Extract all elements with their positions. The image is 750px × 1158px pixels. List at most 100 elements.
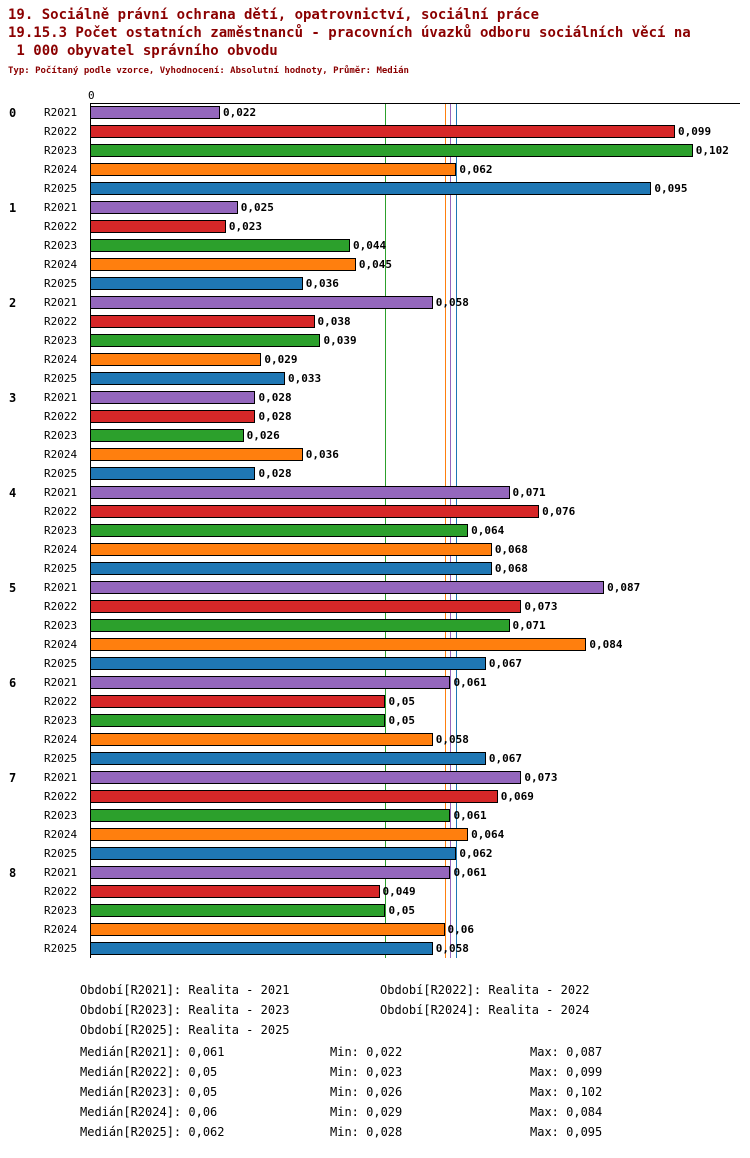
chart-row: R2024 0,029 <box>8 350 740 369</box>
bar-r2023-cat6 <box>90 714 386 727</box>
bar-r2022-cat5 <box>90 600 522 613</box>
plot-cell: 0,061 <box>90 673 740 692</box>
bar-value-label: 0,061 <box>453 676 487 689</box>
bar-value-label: 0,039 <box>323 334 357 347</box>
bar-value-label: 0,028 <box>258 467 292 480</box>
plot-cell: 0,099 <box>90 122 740 141</box>
series-label: R2024 <box>44 828 78 841</box>
chart-row: R2022 0,038 <box>8 312 740 331</box>
plot-cell: 0,102 <box>90 141 740 160</box>
series-label: R2021 <box>44 201 78 214</box>
series-label: R2024 <box>44 543 78 556</box>
bar-r2024-cat2 <box>90 353 262 366</box>
bar-value-label: 0,036 <box>305 277 339 290</box>
bar-r2022-cat6 <box>90 695 386 708</box>
plot-cell: 0,036 <box>90 445 740 464</box>
series-label: R2024 <box>44 638 78 651</box>
chart-row: 1 R2021 0,025 <box>8 198 740 217</box>
series-label: R2021 <box>44 866 78 879</box>
series-label: R2021 <box>44 771 78 784</box>
series-label: R2023 <box>44 239 78 252</box>
series-label: R2024 <box>44 258 78 271</box>
chart-row: R2024 0,06 <box>8 920 740 939</box>
legend: Období[R2021]: Realita - 2021 Období[R202… <box>80 984 742 1037</box>
bar-value-label: 0,073 <box>524 600 558 613</box>
bar-value-label: 0,099 <box>678 125 712 138</box>
bar-r2022-cat7 <box>90 790 498 803</box>
chart-row: R2023 0,064 <box>8 521 740 540</box>
stat-median: Medián[R2021]: 0,061 <box>80 1045 225 1059</box>
chart-row: R2025 0,058 <box>8 939 740 958</box>
chart-row: R2024 0,068 <box>8 540 740 559</box>
plot-cell: 0,06 <box>90 920 740 939</box>
stat-max: Max: 0,084 <box>530 1105 603 1119</box>
stat-min: Min: 0,028 <box>330 1125 403 1139</box>
chart-row: R2022 0,069 <box>8 787 740 806</box>
chart-body: 0 R2021 0,022 R2022 0,099 R2023 0,102 R2024 0,06… <box>8 103 740 958</box>
bar-r2022-cat1 <box>90 220 226 233</box>
bar-value-label: 0,058 <box>435 942 469 955</box>
series-label: R2025 <box>44 372 78 385</box>
bar-r2023-cat1 <box>90 239 350 252</box>
bar-r2023-cat7 <box>90 809 451 822</box>
bar-value-label: 0,022 <box>223 106 257 119</box>
plot-cell: 0,025 <box>90 198 740 217</box>
category-label: 6 <box>9 675 17 690</box>
plot-cell: 0,049 <box>90 882 740 901</box>
chart-row: 2 R2021 0,058 <box>8 293 740 312</box>
chart-row: R2024 0,062 <box>8 160 740 179</box>
series-label: R2022 <box>44 505 78 518</box>
stat-min: Min: 0,022 <box>330 1045 403 1059</box>
chart-row: R2025 0,062 <box>8 844 740 863</box>
bar-r2021-cat5 <box>90 581 605 594</box>
category-label: 2 <box>9 295 17 310</box>
chart-row: R2023 0,044 <box>8 236 740 255</box>
plot-cell: 0,073 <box>90 768 740 787</box>
plot-cell: 0,036 <box>90 274 740 293</box>
bar-r2022-cat8 <box>90 885 380 898</box>
series-label: R2021 <box>44 486 78 499</box>
series-label: R2025 <box>44 847 78 860</box>
bar-value-label: 0,023 <box>228 220 263 233</box>
series-label: R2023 <box>44 144 78 157</box>
series-label: R2024 <box>44 448 78 461</box>
bar-r2022-cat2 <box>90 315 315 328</box>
plot-cell: 0,05 <box>90 692 740 711</box>
bar-value-label: 0,102 <box>695 144 729 157</box>
bar-value-label: 0,062 <box>459 163 493 176</box>
plot-cell: 0,05 <box>90 901 740 920</box>
plot-cell: 0,045 <box>90 255 740 274</box>
chart-row: R2024 0,058 <box>8 730 740 749</box>
plot-cell: 0,087 <box>90 578 740 597</box>
series-label: R2022 <box>44 790 78 803</box>
plot-cell: 0,029 <box>90 350 740 369</box>
legend-item: Období[R2021]: Realita - 2021 <box>80 983 290 997</box>
bar-r2024-cat6 <box>90 733 433 746</box>
plot-cell: 0,068 <box>90 559 740 578</box>
plot-cell: 0,038 <box>90 312 740 331</box>
series-label: R2021 <box>44 106 78 119</box>
plot-cell: 0,095 <box>90 179 740 198</box>
bar-r2024-cat5 <box>90 638 587 651</box>
bar-r2025-cat0 <box>90 182 652 195</box>
category-label: 4 <box>9 485 17 500</box>
chart-row: R2025 0,033 <box>8 369 740 388</box>
chart-row: 3 R2021 0,028 <box>8 388 740 407</box>
bar-r2023-cat8 <box>90 904 386 917</box>
bar-r2021-cat8 <box>90 866 451 879</box>
bar-value-label: 0,062 <box>459 847 493 860</box>
bar-r2025-cat2 <box>90 372 285 385</box>
chart-row: R2024 0,084 <box>8 635 740 654</box>
bar-value-label: 0,076 <box>542 505 576 518</box>
chart-row: R2022 0,023 <box>8 217 740 236</box>
chart-row: R2025 0,036 <box>8 274 740 293</box>
bar-r2025-cat5 <box>90 657 486 670</box>
series-label: R2022 <box>44 600 78 613</box>
plot-cell: 0,028 <box>90 464 740 483</box>
chart-row: R2022 0,076 <box>8 502 740 521</box>
stat-median: Medián[R2023]: 0,05 <box>80 1085 218 1099</box>
bar-value-label: 0,064 <box>471 828 505 841</box>
chart-row: R2022 0,028 <box>8 407 740 426</box>
series-label: R2021 <box>44 581 78 594</box>
bar-value-label: 0,071 <box>512 486 546 499</box>
